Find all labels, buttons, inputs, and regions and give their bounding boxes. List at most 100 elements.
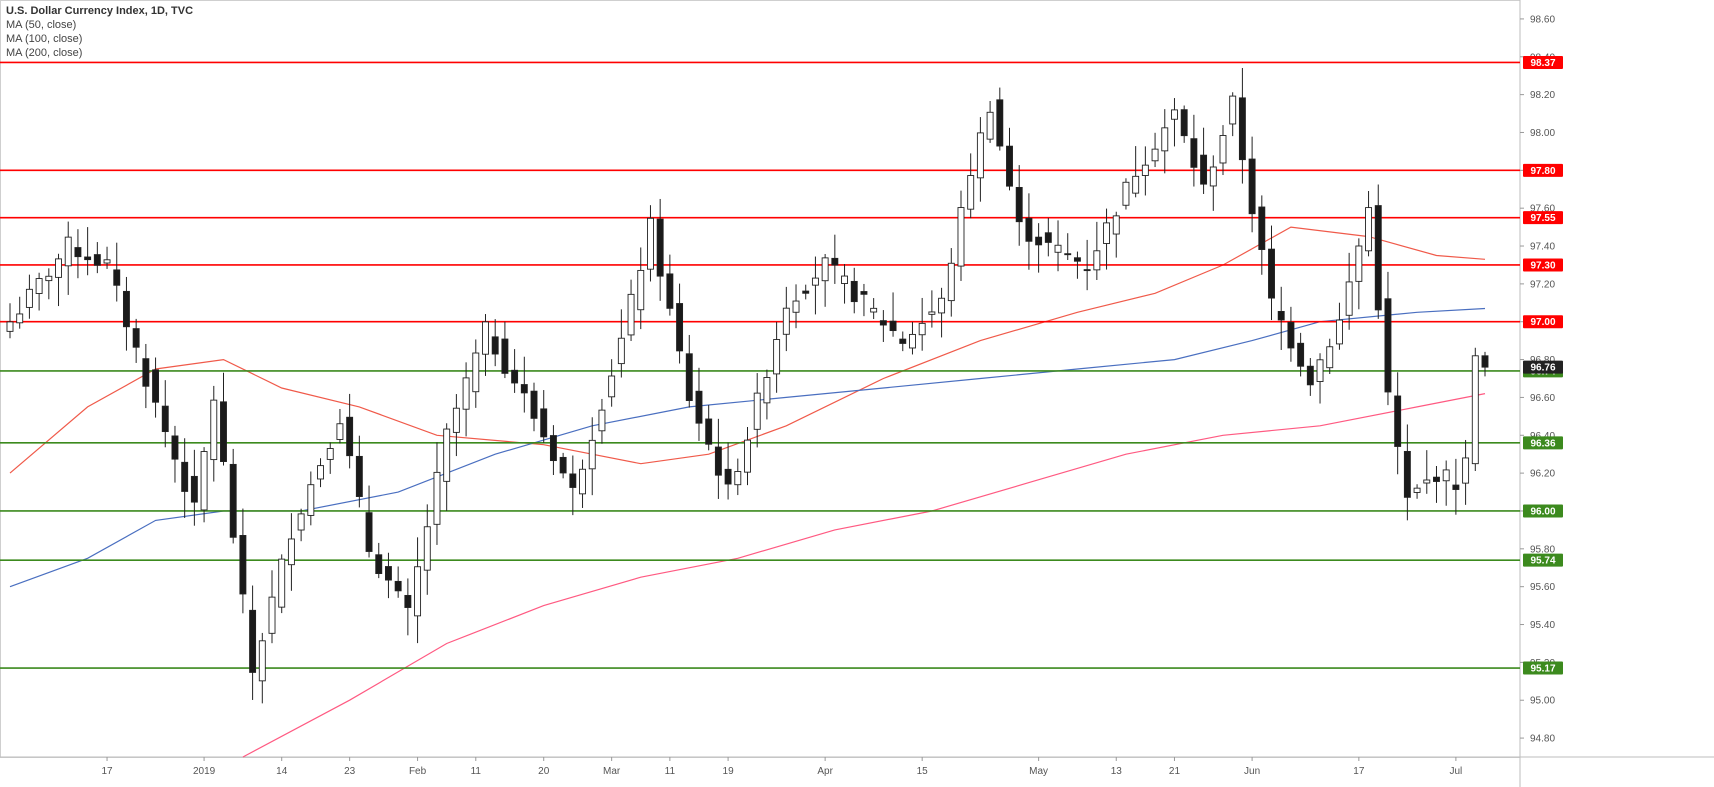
candle-body-up: [336, 423, 344, 440]
candle-body-down: [705, 418, 713, 445]
candle: [802, 284, 810, 300]
candle-body-up: [1112, 215, 1120, 235]
candle: [1471, 347, 1479, 471]
candle-body-up: [443, 428, 451, 482]
candle-body-up: [1171, 109, 1178, 120]
candle: [947, 248, 955, 317]
candle-body-up: [452, 407, 460, 433]
candle: [782, 286, 790, 352]
candle: [753, 373, 761, 448]
candle: [579, 459, 586, 508]
time-tick-label: Jul: [1449, 766, 1462, 777]
candle-body-down: [93, 254, 101, 266]
candle: [132, 318, 140, 363]
candle: [1374, 184, 1382, 319]
candle: [879, 310, 887, 342]
candle: [1171, 98, 1178, 147]
candle: [549, 425, 557, 476]
candle: [336, 408, 344, 444]
candle-body-down: [511, 369, 519, 384]
candle: [1093, 221, 1101, 281]
price-axis[interactable]: 98.6098.4098.2098.0097.8097.6097.4097.20…: [1520, 14, 1555, 745]
candle-body-up: [307, 484, 315, 516]
candle-body-up: [25, 288, 33, 308]
candle: [530, 382, 538, 432]
candle: [1306, 358, 1314, 396]
candle: [1083, 239, 1091, 291]
candle-body-up: [278, 558, 286, 608]
candle: [443, 423, 451, 511]
candle-body-down: [1190, 138, 1198, 168]
level-tag-bg: [1523, 553, 1563, 567]
candle-body-up: [1161, 127, 1169, 152]
support-level-tag: 95.74: [1523, 553, 1563, 567]
candle: [705, 405, 713, 451]
candle-body-down: [530, 390, 538, 419]
candle: [326, 442, 334, 474]
level-tag-label: 97.55: [1530, 213, 1555, 224]
candle-body-down: [899, 338, 907, 344]
chart-legend: U.S. Dollar Currency Index, 1D, TVC MA (…: [6, 4, 193, 60]
candle-body-up: [200, 451, 208, 511]
candle: [1044, 218, 1052, 257]
time-axis[interactable]: 17 2019 14 23 Feb 11 20 Mar 11 19 Apr 15 May 13 21 Jun 1…: [101, 757, 1462, 777]
resistance-level-tag: 97.00: [1523, 315, 1563, 329]
candle: [559, 452, 567, 479]
candle: [229, 448, 237, 544]
time-tick-label: 17: [1353, 766, 1365, 777]
candle: [540, 390, 548, 443]
candle-body-down: [549, 435, 557, 462]
legend-ma200: MA (200, close): [6, 47, 83, 59]
time-tick-label: 13: [1111, 766, 1123, 777]
candle-body-up: [1209, 166, 1217, 187]
candle: [239, 508, 247, 614]
candle: [16, 296, 24, 329]
candle: [1365, 191, 1373, 257]
candle-body-up: [268, 596, 276, 634]
candle-body-down: [879, 320, 887, 326]
candle: [249, 585, 257, 700]
level-tag-label: 97.00: [1530, 317, 1555, 328]
resistance-level-tag: 97.30: [1523, 258, 1563, 272]
time-tick-label: 15: [917, 766, 929, 777]
price-tick-label: 97.40: [1530, 242, 1555, 253]
candle-body-down: [1394, 395, 1402, 447]
candle: [1258, 195, 1266, 275]
candle: [996, 87, 1004, 151]
candle-body-up: [16, 313, 24, 324]
candle: [588, 417, 596, 496]
price-tick-label: 96.80: [1530, 355, 1555, 366]
price-tick-label: 97.60: [1530, 204, 1555, 215]
candle-body-up: [909, 333, 916, 349]
candle-body-down: [1277, 310, 1285, 321]
candle: [462, 362, 470, 437]
candles: [6, 67, 1489, 704]
candle: [501, 321, 509, 379]
candle-body-down: [220, 401, 227, 462]
price-tick-label: 96.20: [1530, 469, 1555, 480]
candle: [1103, 208, 1111, 270]
candle: [647, 205, 654, 282]
current-price-tag-bg: [1523, 360, 1563, 374]
candle-body-down: [74, 247, 82, 258]
candle-body-up: [45, 275, 53, 282]
level-tag-bg: [1523, 436, 1563, 450]
current-price-tag-label: 96.76: [1530, 363, 1555, 374]
candle-body-down: [1238, 97, 1246, 161]
candle: [74, 229, 82, 279]
support-level-tag: 95.17: [1523, 661, 1563, 675]
candle: [1025, 193, 1033, 270]
candle: [35, 272, 43, 311]
candle-body-down: [1403, 450, 1411, 498]
candle: [1316, 353, 1324, 404]
time-tick-label: 20: [538, 766, 550, 777]
price-tick-label: 96.60: [1530, 393, 1555, 404]
candle-body-down: [181, 461, 189, 492]
candle: [1248, 136, 1256, 233]
candle-body-down: [229, 463, 237, 538]
price-tick-label: 95.80: [1530, 544, 1555, 555]
candle: [423, 504, 431, 595]
